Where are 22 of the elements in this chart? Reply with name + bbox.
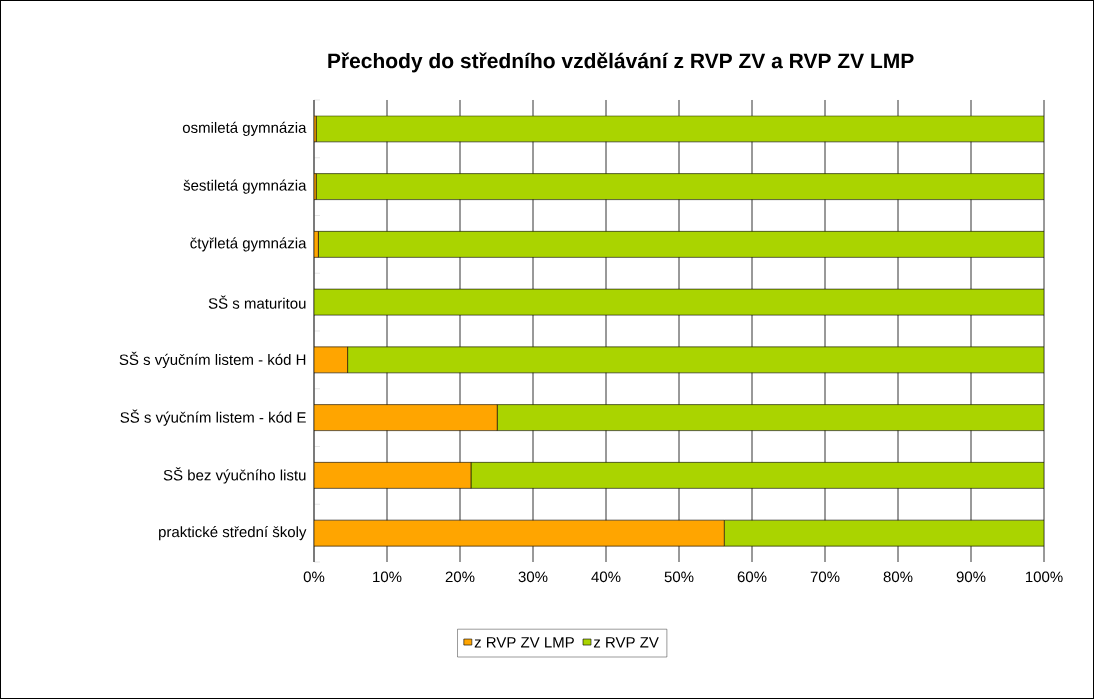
x-tick-label: 100%: [1025, 571, 1063, 583]
x-tick-label: 80%: [883, 571, 913, 583]
chart-title: Přechody do středního vzdělávání z RVP ZV a RVP ZV LMP: [328, 52, 914, 73]
y-tick-label: SŠ bez výučního listu: [163, 467, 306, 484]
y-tick-label: SŠ s maturitou: [208, 295, 306, 309]
x-tick-label: 40%: [591, 571, 621, 583]
y-tick-label: osmiletá gymnázia: [182, 121, 307, 136]
y-tick-label: praktické střední školy: [159, 526, 307, 541]
legend-label: z RVP ZV: [593, 637, 659, 648]
x-tick-label: 10%: [373, 571, 402, 583]
y-tick-label: SŠ s výučním listem - kód H: [119, 351, 306, 368]
x-tick-label: 60%: [737, 571, 767, 583]
x-tick-label: 0%: [303, 571, 325, 583]
x-tick-label: 20%: [445, 571, 475, 583]
legend-label: z RVP ZV LMP: [474, 637, 574, 648]
x-tick-label: 70%: [810, 571, 840, 583]
y-tick-label: šestiletá gymnázia: [183, 179, 307, 194]
x-tick-label: 90%: [956, 571, 986, 583]
y-tick-label: čtyřletá gymnázia: [190, 237, 307, 252]
x-tick-label: 30%: [518, 571, 548, 583]
y-tick-label: SŠ s výučním listem - kód E: [120, 409, 306, 426]
x-tick-label: 50%: [664, 571, 694, 583]
